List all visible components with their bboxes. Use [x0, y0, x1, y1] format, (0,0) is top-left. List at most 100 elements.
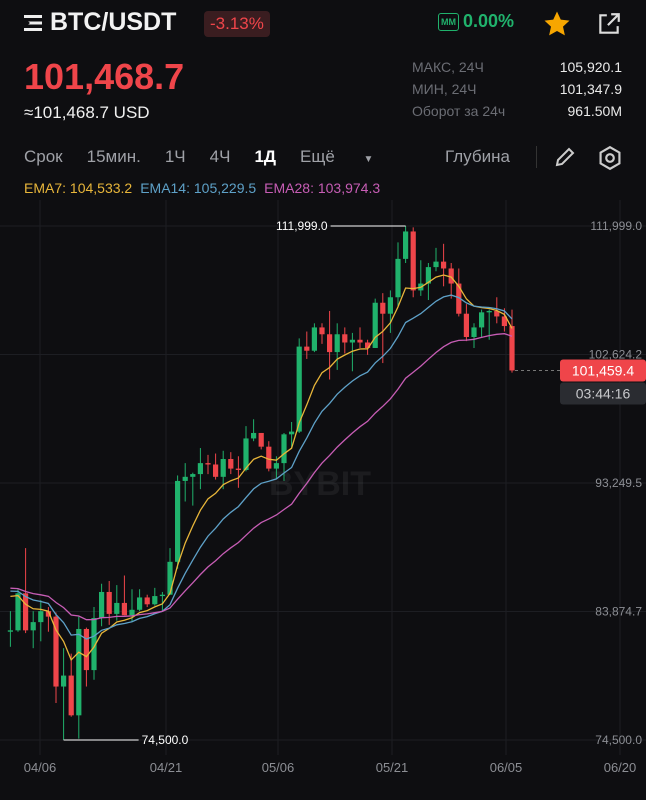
candle-body [281, 434, 287, 464]
candle-body [456, 283, 462, 314]
candle-body [258, 432, 264, 447]
stat-turnover: Оборот за 24ч 961.50M [412, 103, 622, 119]
x-tick-label: 06/20 [604, 760, 637, 775]
ema7-value: EMA7: 104,533.2 [24, 180, 133, 196]
candle-body [83, 628, 89, 671]
usd-price: ≈101,468.7 USD [24, 103, 150, 122]
candle-body [121, 602, 127, 616]
candle-body [441, 261, 447, 269]
candle-body [365, 342, 371, 348]
candle-body [129, 609, 135, 616]
candle-body [433, 261, 439, 268]
candle-body [68, 675, 74, 716]
max-price-label: 111,999.0 [276, 219, 328, 233]
ema28-value: EMA28: 103,974.3 [264, 180, 381, 196]
candle-body [471, 327, 477, 338]
candle-body [182, 476, 188, 481]
candle-body [144, 597, 150, 605]
x-tick-label: 04/21 [150, 760, 183, 775]
candle-body [114, 602, 120, 614]
x-tick-label: 06/05 [490, 760, 523, 775]
ema-legend: EMA7: 104,533.2 EMA14: 105,229.5 EMA28: … [24, 180, 380, 196]
y-tick-label: 74,500.0 [595, 733, 642, 747]
candle-body [501, 316, 507, 327]
pair-selector[interactable]: BTC/USDT [24, 8, 176, 37]
tab-more[interactable]: Ещё ▼ [300, 147, 374, 166]
candle-body [152, 596, 158, 605]
candle-body [327, 334, 333, 353]
candle-body [425, 267, 431, 284]
ema28-line [10, 333, 513, 621]
candle-body [273, 463, 279, 469]
candle-body [106, 591, 112, 614]
interval-tabs: Срок 15мин. 1Ч 4Ч 1Д Ещё ▼ [24, 147, 421, 167]
candle-body [45, 611, 51, 617]
last-price-tag [560, 359, 646, 382]
y-tick-label: 111,999.0 [590, 219, 642, 233]
countdown-label: 03:44:16 [576, 385, 631, 401]
depth-tab[interactable]: Глубина [445, 147, 510, 166]
caret-down-icon: ▼ [363, 154, 374, 165]
candle-body [23, 593, 29, 631]
candle-body [479, 312, 485, 328]
mm-badge: MM [438, 12, 459, 31]
x-tick-label: 05/21 [376, 760, 409, 775]
ema7-line [10, 274, 513, 662]
candle-body [319, 327, 325, 335]
stat-high: МАКС, 24Ч 105,920.1 [412, 59, 622, 75]
candle-body [175, 480, 181, 562]
candle-body [235, 468, 241, 470]
mm-value: 0.00% [463, 11, 515, 31]
candle-body [395, 258, 401, 298]
candle-body [387, 297, 393, 314]
last-price: 101,468.7 [24, 56, 185, 97]
candle-body [486, 310, 492, 313]
divider [536, 146, 537, 168]
candle-body [91, 618, 97, 671]
candle-body [99, 591, 105, 619]
tab-4h[interactable]: 4Ч [209, 147, 231, 166]
tab-1d[interactable]: 1Д [254, 147, 277, 166]
min-price-label: 74,500.0 [142, 733, 189, 747]
tab-1h[interactable]: 1Ч [164, 147, 186, 166]
candle-body [243, 438, 249, 470]
candle-body [167, 561, 173, 595]
candle-body [266, 446, 272, 469]
stat-low: МИН, 24Ч 101,347.9 [412, 81, 622, 97]
ema14-value: EMA14: 105,229.5 [140, 180, 257, 196]
settings-icon[interactable] [597, 145, 623, 171]
candle-body [349, 339, 355, 343]
candle-body [509, 326, 515, 371]
candle-body [311, 327, 317, 351]
candle-body [342, 334, 348, 343]
tab-15m[interactable]: 15мин. [86, 147, 141, 166]
y-tick-label: 93,249.5 [595, 476, 642, 490]
pencil-icon[interactable] [553, 145, 577, 169]
pair-title: BTC/USDT [50, 8, 177, 36]
last-price-tag-label: 101,459.4 [572, 362, 634, 378]
candle-body [357, 339, 363, 343]
candle-body [463, 313, 469, 338]
change-badge: -3.13% [204, 11, 270, 37]
candle-body [403, 231, 409, 259]
candle-body [410, 231, 416, 291]
y-tick-label: 83,874.7 [595, 605, 642, 619]
y-tick-label: 102,624.2 [589, 348, 643, 362]
candle-body [494, 310, 500, 317]
candle-body [289, 431, 295, 435]
share-icon[interactable] [596, 11, 622, 37]
ema14-line [10, 294, 513, 640]
x-tick-label: 05/06 [262, 760, 295, 775]
candle-body [137, 597, 143, 610]
candle-body [448, 268, 454, 284]
candle-body [304, 346, 310, 351]
candle-body [205, 463, 211, 465]
star-icon[interactable] [542, 9, 572, 39]
tab-period[interactable]: Срок [24, 147, 63, 166]
mm-indicator[interactable]: MM 0.00% [438, 11, 514, 32]
candle-body [372, 302, 378, 348]
candle-body [61, 675, 67, 687]
menu-icon [24, 14, 42, 31]
candle-body [380, 302, 386, 314]
